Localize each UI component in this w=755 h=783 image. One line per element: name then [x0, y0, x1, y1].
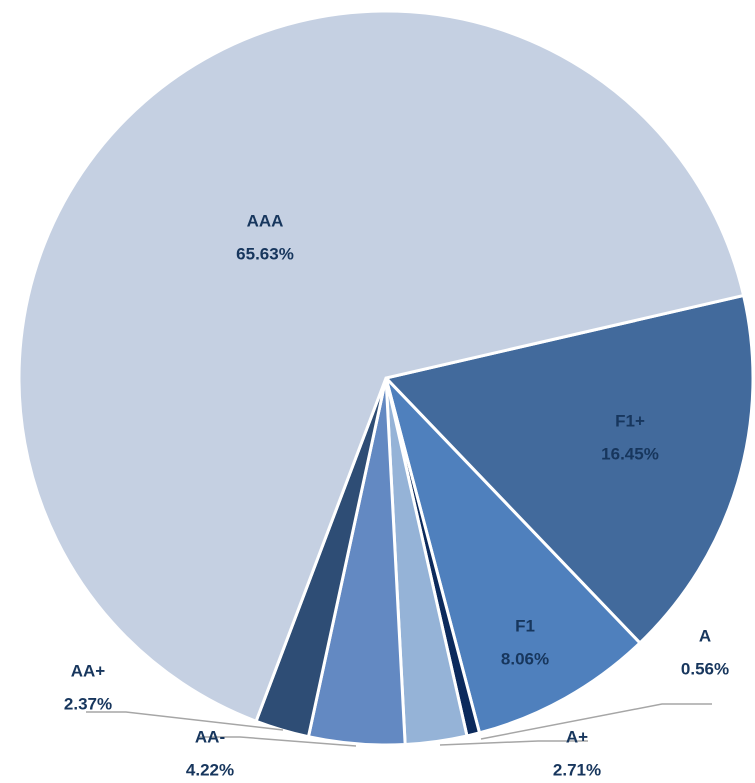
slice-label: AA- [195, 727, 225, 746]
slice-value-label: 65.63% [236, 244, 294, 263]
slice-label: F1+ [615, 411, 645, 430]
slice-value-label: 16.45% [601, 444, 659, 463]
pie-slice [383, 372, 643, 735]
pie-slice [383, 293, 755, 646]
slice-label: A [699, 626, 711, 645]
slice-label: F1 [515, 616, 535, 635]
leader-line [200, 736, 357, 747]
slice-value-label: 0.56% [681, 659, 729, 678]
leader-line [480, 703, 712, 740]
pie-slice [17, 9, 746, 724]
slice-label: AAA [247, 211, 284, 230]
leader-line [439, 740, 588, 746]
slice-value-label: 2.37% [64, 694, 112, 713]
leader-line [86, 711, 284, 731]
slice-value-label: 2.71% [553, 760, 601, 779]
slice-value-label: 4.22% [186, 760, 234, 779]
slice-value-label: 8.06% [501, 649, 549, 668]
slice-label: AA+ [71, 661, 106, 680]
slice-label: A+ [566, 727, 588, 746]
